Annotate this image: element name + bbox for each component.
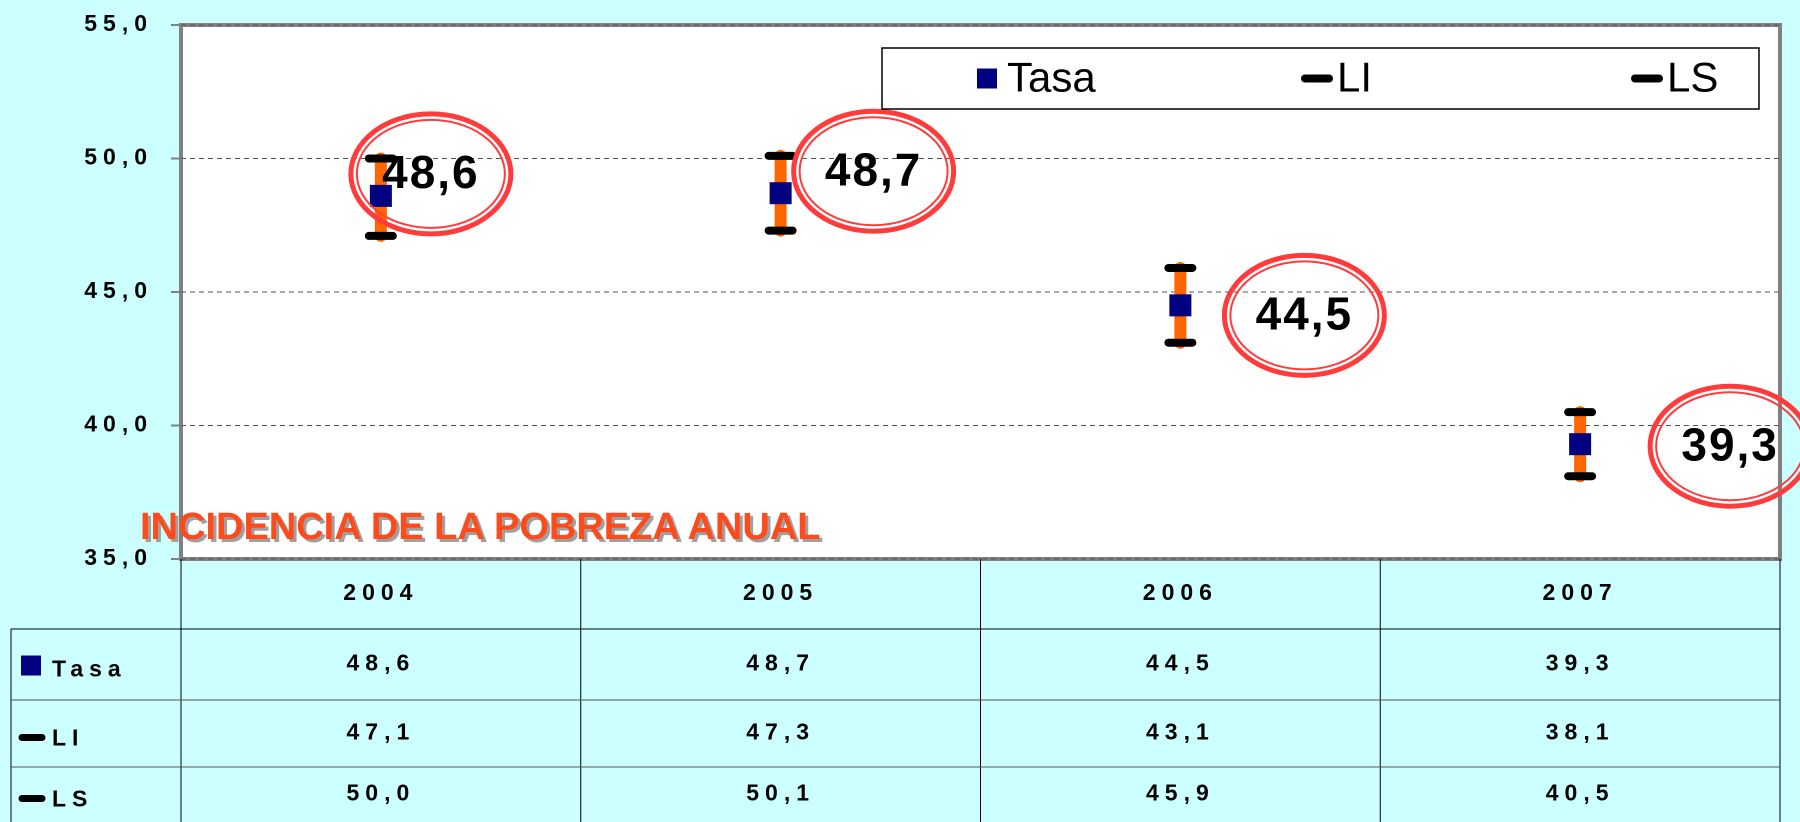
- callout-label: 39,3: [1681, 418, 1779, 470]
- table-cell: 47,1: [346, 719, 415, 745]
- table-row-label: LS: [52, 786, 93, 812]
- legend-label: LS: [1667, 54, 1718, 101]
- callout-label: 48,7: [825, 143, 923, 195]
- callout-label: 48,6: [382, 146, 480, 198]
- callout-circle: [1221, 252, 1387, 378]
- callout-circle: [348, 111, 514, 237]
- table-cell: 50,0: [346, 780, 415, 806]
- table-cell: 50,1: [746, 780, 815, 806]
- chart-title: INCIDENCIA DE LA POBREZA ANUAL: [140, 506, 820, 548]
- table-cell: 40,5: [1546, 780, 1615, 806]
- legend-swatch: [977, 68, 997, 89]
- callout-circle-inner: [355, 118, 506, 229]
- legend-label: LI: [1337, 54, 1372, 101]
- table-cell: 48,6: [346, 650, 415, 676]
- table-cell: 47,3: [746, 719, 815, 745]
- y-tick-label: 40,0: [84, 411, 153, 437]
- callout-circle-inner: [1229, 260, 1380, 371]
- table-cell: 39,3: [1546, 650, 1615, 676]
- table-row-label: LI: [52, 725, 84, 751]
- rate-marker: [369, 184, 392, 207]
- y-tick-label: 55,0: [84, 10, 153, 36]
- y-tick-label: 35,0: [84, 544, 153, 570]
- y-tick-label: 45,0: [84, 277, 153, 303]
- table-cell: 43,1: [1146, 719, 1215, 745]
- callout-circle: [791, 108, 957, 234]
- table-row-label: Tasa: [52, 656, 127, 682]
- callout-circle-inner: [798, 116, 949, 227]
- rate-marker: [769, 182, 792, 205]
- table-cell: 38,1: [1546, 719, 1615, 745]
- callout-circle-inner: [1655, 391, 1800, 502]
- callout-circle: [1647, 383, 1800, 509]
- x-tick-label: 2006: [1143, 579, 1218, 605]
- callout-label: 44,5: [1256, 288, 1354, 340]
- x-tick-label: 2007: [1543, 579, 1618, 605]
- table-cell: 45,9: [1146, 780, 1215, 806]
- y-tick-label: 50,0: [84, 144, 153, 170]
- x-tick-label: 2004: [343, 579, 418, 605]
- rate-marker: [1569, 433, 1592, 456]
- chart-title-shadow: INCIDENCIA DE LA POBREZA ANUAL: [143, 509, 823, 551]
- rate-marker: [1169, 294, 1192, 317]
- table-cell: 44,5: [1146, 650, 1215, 676]
- x-tick-label: 2005: [743, 579, 818, 605]
- table-cell: 48,7: [746, 650, 815, 676]
- legend-label: Tasa: [1007, 54, 1096, 101]
- table-swatch: [21, 655, 41, 676]
